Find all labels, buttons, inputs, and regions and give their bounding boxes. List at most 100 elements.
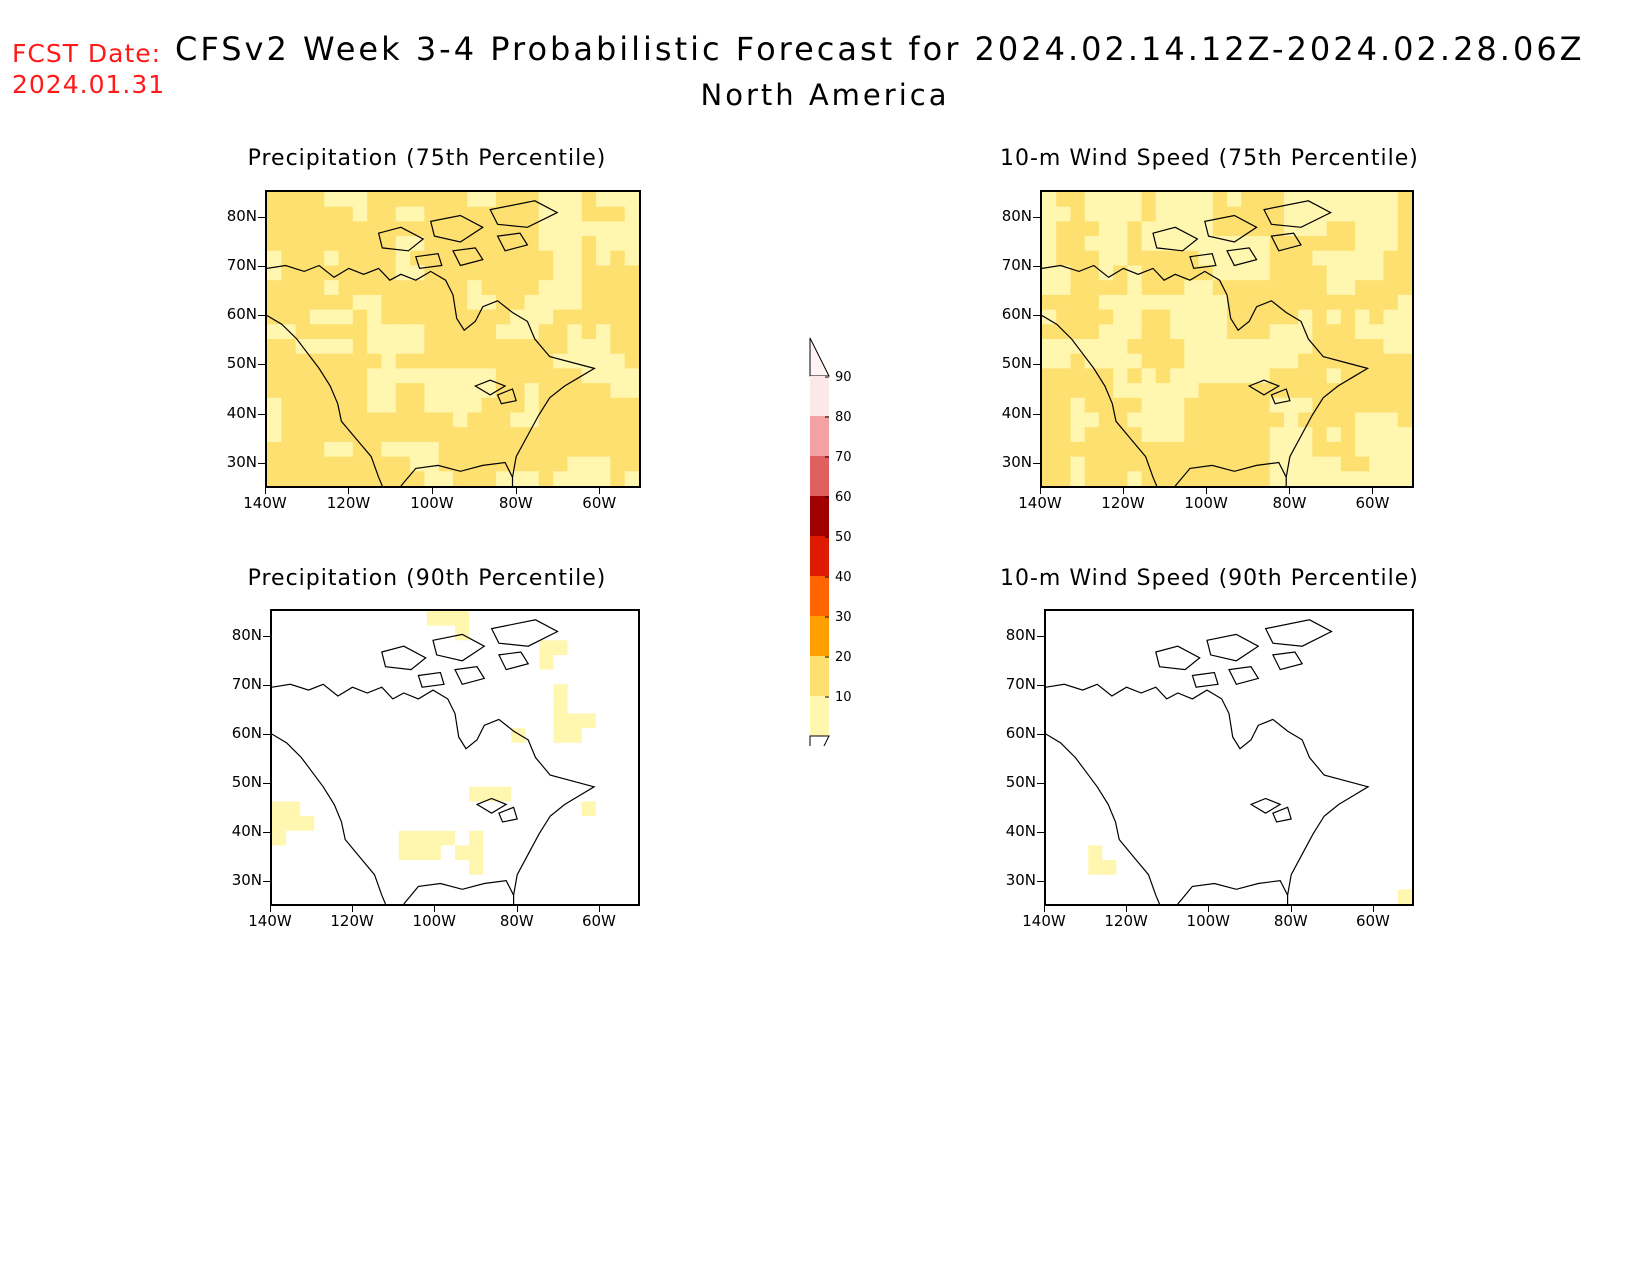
probability-cell <box>1155 221 1171 237</box>
probability-cell <box>381 427 397 443</box>
probability-cell <box>300 786 315 803</box>
probability-cell <box>610 265 626 281</box>
probability-cell <box>581 713 597 729</box>
probability-cell <box>510 339 526 355</box>
probability-cell <box>1283 441 1299 458</box>
probability-cell <box>1285 845 1300 861</box>
probability-cell <box>1383 324 1399 340</box>
probability-cell <box>1269 368 1285 384</box>
probability-cell <box>481 368 497 384</box>
probability-cell <box>1102 772 1117 788</box>
probability-cell <box>1088 611 1103 627</box>
probability-cell <box>309 236 325 252</box>
probability-cell <box>1130 757 1146 773</box>
probability-cell <box>1113 192 1128 208</box>
probability-cell <box>438 383 454 399</box>
probability-cell <box>1313 669 1329 685</box>
probability-cell <box>1130 611 1146 627</box>
probability-cell <box>1326 309 1342 325</box>
lon-tick-label: 120W <box>1104 912 1148 930</box>
probability-cell <box>511 655 526 671</box>
probability-cell <box>1102 611 1117 627</box>
probability-cell <box>1257 728 1272 744</box>
probability-cell <box>328 684 343 700</box>
probability-cell <box>1299 713 1315 729</box>
probability-cell <box>1227 192 1242 208</box>
probability-cell <box>553 353 569 369</box>
probability-cell <box>1283 294 1299 311</box>
panel-title-wind-90: 10-m Wind Speed (90th Percentile) <box>1000 566 1419 591</box>
colorbar-label: 80 <box>835 410 852 425</box>
probability-cell <box>1383 206 1399 222</box>
probability-cell <box>1269 397 1285 414</box>
probability-cell <box>609 625 625 641</box>
probability-cell <box>1042 294 1057 311</box>
probability-cell <box>1397 816 1412 832</box>
probability-cell <box>1285 684 1300 700</box>
probability-cell <box>469 728 484 744</box>
probability-cell <box>426 742 442 759</box>
probability-cell <box>1088 684 1103 700</box>
probability-cell <box>595 669 611 685</box>
probability-cell <box>525 874 541 890</box>
probability-cell <box>398 684 414 700</box>
probability-cell <box>453 441 468 458</box>
probability-cell <box>1172 684 1188 700</box>
probability-cell <box>272 830 287 847</box>
probability-cell <box>610 471 626 486</box>
probability-cell <box>1313 742 1329 759</box>
probability-cell <box>1355 698 1371 715</box>
lon-tick-label: 60W <box>582 494 617 512</box>
probability-cell <box>1155 353 1171 369</box>
probability-cell <box>367 471 383 486</box>
probability-cell <box>581 830 597 847</box>
probability-cell <box>609 860 625 876</box>
probability-cell <box>1271 698 1286 715</box>
probability-cell <box>567 845 583 861</box>
probability-cell <box>286 874 301 890</box>
probability-cell <box>581 265 597 281</box>
probability-cell <box>596 192 611 208</box>
probability-cell <box>1127 383 1143 399</box>
colorbar-label: 40 <box>835 570 852 585</box>
probability-cell <box>624 280 639 296</box>
probability-cell <box>1060 611 1075 627</box>
probability-cell <box>481 339 497 355</box>
probability-cell <box>1341 874 1357 890</box>
lat-tick-label: 40N <box>1005 821 1036 840</box>
probability-cell <box>1141 221 1157 237</box>
probability-cell <box>1299 830 1315 847</box>
probability-cell <box>1327 640 1343 656</box>
probability-cell <box>1313 655 1329 671</box>
probability-cell <box>1243 684 1258 700</box>
probability-cell <box>511 669 526 685</box>
probability-cell <box>314 772 329 788</box>
probability-cell <box>1355 192 1370 208</box>
probability-cell <box>370 801 386 817</box>
probability-cell <box>1158 728 1174 744</box>
probability-cell <box>1355 625 1371 641</box>
probability-cell <box>1397 368 1412 384</box>
probability-cell <box>370 728 386 744</box>
probability-cell <box>412 757 428 773</box>
probability-cell <box>342 698 358 715</box>
probability-cell <box>1144 625 1160 641</box>
probability-cell <box>1184 368 1200 384</box>
probability-cell <box>314 625 329 641</box>
lat-tick-label: 30N <box>231 870 262 889</box>
probability-cell <box>384 845 400 861</box>
probability-cell <box>1327 786 1343 803</box>
probability-cell <box>1241 192 1256 208</box>
probability-cell <box>438 309 454 325</box>
probability-cell <box>1312 412 1328 428</box>
probability-cell <box>1084 427 1100 443</box>
probability-cell <box>1144 757 1160 773</box>
probability-cell <box>1184 294 1200 311</box>
probability-cell <box>1070 206 1086 222</box>
probability-cell <box>1397 889 1412 904</box>
probability-cell <box>1098 236 1114 252</box>
probability-cell <box>1313 611 1329 627</box>
probability-cell <box>1340 456 1356 472</box>
lat-tick-mark <box>1033 462 1040 464</box>
probability-cell <box>609 742 625 759</box>
